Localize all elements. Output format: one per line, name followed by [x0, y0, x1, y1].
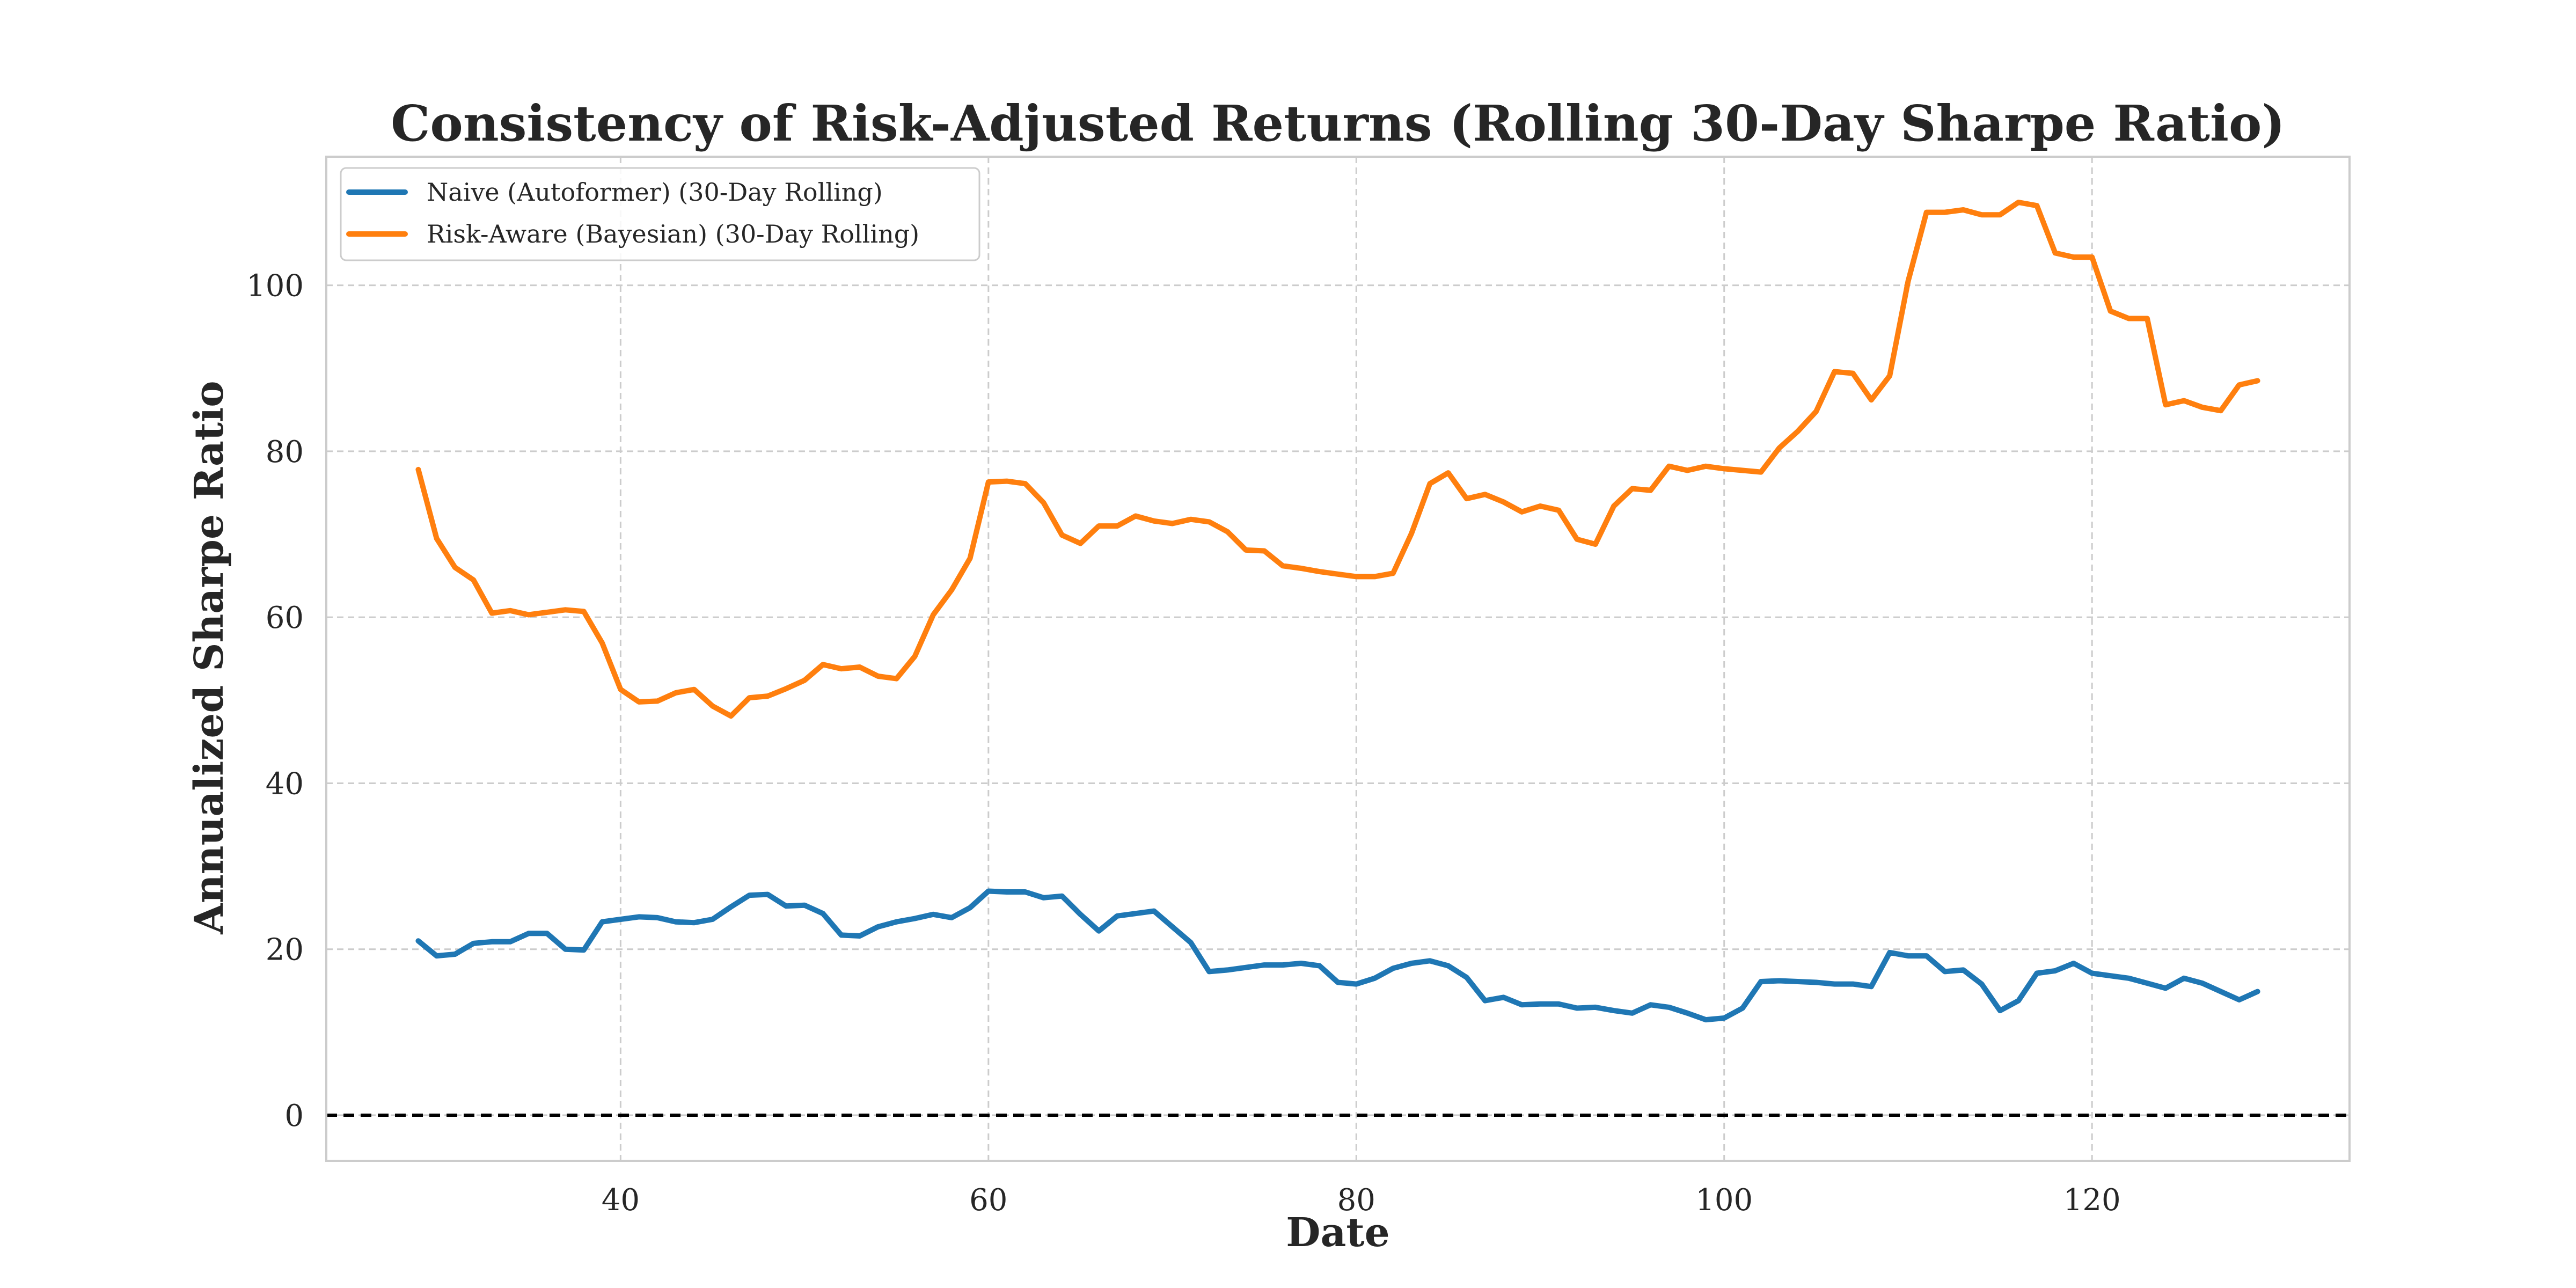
y-tick-label: 0	[284, 1099, 304, 1133]
chart-title: Consistency of Risk-Adjusted Returns (Ro…	[391, 94, 2285, 152]
x-tick-labels: 40 60 80 100 120	[602, 1183, 2121, 1218]
x-tick-label: 40	[602, 1183, 640, 1218]
legend-box	[340, 167, 980, 261]
series-lines	[415, 200, 2260, 1023]
y-tick-label: 80	[266, 435, 304, 470]
x-tick-label: 60	[969, 1183, 1007, 1218]
x-tick-label: 100	[1695, 1183, 1753, 1218]
series-line-0	[415, 888, 2260, 1023]
legend-label-0: Naive (Autoformer) (30-Day Rolling)	[427, 178, 883, 207]
y-axis-label: Annualized Sharpe Ratio	[186, 380, 232, 934]
legend: Naive (Autoformer) (30-Day Rolling) Risk-…	[340, 167, 980, 261]
series-line-1	[415, 200, 2260, 719]
y-tick-label: 60	[266, 601, 304, 635]
plot-frame	[325, 156, 2351, 1162]
legend-label-1: Risk-Aware (Bayesian) (30-Day Rolling)	[427, 219, 919, 248]
grid-lines	[326, 157, 2350, 1161]
x-axis-label: Date	[1286, 1210, 1389, 1256]
x-tick-label: 120	[2063, 1183, 2121, 1218]
y-tick-labels: 0 20 40 60 80 100	[246, 269, 304, 1133]
y-tick-label: 100	[246, 269, 304, 304]
y-tick-label: 20	[266, 933, 304, 968]
x-tick-label: 80	[1337, 1183, 1375, 1218]
y-tick-label: 40	[266, 766, 304, 801]
